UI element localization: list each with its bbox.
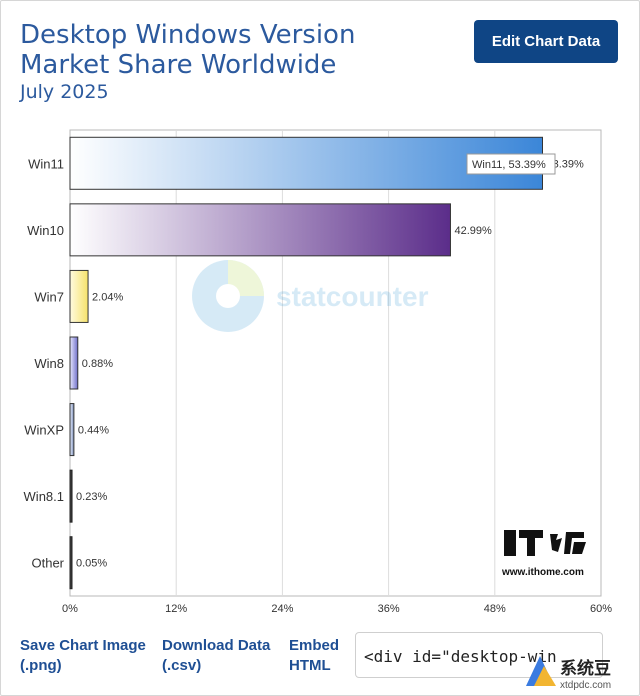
bar-winxp[interactable] [69, 403, 75, 457]
download-data-label: Download Data [162, 637, 271, 654]
x-tick-label: 24% [271, 603, 293, 615]
edit-chart-data-button[interactable]: Edit Chart Data [474, 20, 618, 63]
bar-win11[interactable] [69, 136, 544, 190]
download-data-format: (.csv) [162, 657, 202, 674]
x-tick-label: 36% [378, 603, 400, 615]
x-tick-label: 12% [165, 603, 187, 615]
chart-title: Desktop Windows Version Market Share Wor… [20, 20, 356, 80]
bar-value-label: 2.04% [92, 291, 123, 303]
embed-label: Embed [289, 637, 340, 654]
bar-value-label: 53.39% [547, 158, 585, 170]
bar-value-label: 0.88% [82, 358, 113, 370]
bar-win8[interactable] [69, 336, 79, 390]
ithome-url: www.ithome.com [502, 567, 584, 578]
bar-value-label: 0.05% [76, 558, 107, 570]
y-category-label: Other [31, 556, 64, 571]
x-tick-label: 0% [62, 603, 78, 615]
bar-win7[interactable] [69, 269, 89, 323]
y-category-label: Win8 [34, 356, 64, 371]
bar-chart: statcounter Win11 Win10 Win7 Win8 WinXP Win8.… [24, 129, 612, 615]
x-tick-label: 60% [590, 603, 612, 615]
bar-value-label: 0.23% [76, 491, 107, 503]
svg-text:Win11, 53.39%: Win11, 53.39% [472, 159, 546, 171]
ithome-logo [504, 530, 586, 556]
y-category-label: Win11 [28, 156, 64, 171]
bar-other[interactable] [69, 536, 73, 590]
y-category-label: Win8.1 [24, 489, 64, 504]
y-category-label: WinXP [24, 423, 64, 438]
y-category-label: Win10 [27, 223, 64, 238]
tooltip: Win11, 53.39% [466, 153, 556, 175]
statcounter-watermark: statcounter [192, 260, 429, 332]
plot-area [69, 129, 602, 597]
save-chart-image-link[interactable]: Save Chart Image (.png) [20, 636, 146, 676]
bar-value-label: 42.99% [454, 225, 492, 237]
y-category-label: Win7 [34, 289, 64, 304]
embed-html-label: HTML [289, 657, 331, 674]
xtdp-brand-text: 系统豆 [560, 658, 611, 679]
embed-code-input[interactable]: <div id="desktop-win [355, 632, 603, 678]
bar-value-label: 0.44% [78, 425, 109, 437]
bar-win10[interactable] [69, 203, 451, 257]
bar-win8-1[interactable] [69, 469, 73, 523]
svg-text:statcounter: statcounter [276, 281, 429, 312]
save-chart-image-format: (.png) [20, 657, 62, 674]
save-chart-image-label: Save Chart Image [20, 637, 146, 654]
xtdp-url-text: xtdpdc.com [560, 680, 611, 691]
download-data-link[interactable]: Download Data (.csv) [162, 636, 270, 676]
embed-html-link[interactable]: Embed HTML [289, 636, 339, 676]
xtdp-watermark-logo: 系统豆 xtdpdc.com [526, 656, 611, 691]
chart-subtitle: July 2025 [20, 81, 109, 103]
x-tick-label: 48% [484, 603, 506, 615]
